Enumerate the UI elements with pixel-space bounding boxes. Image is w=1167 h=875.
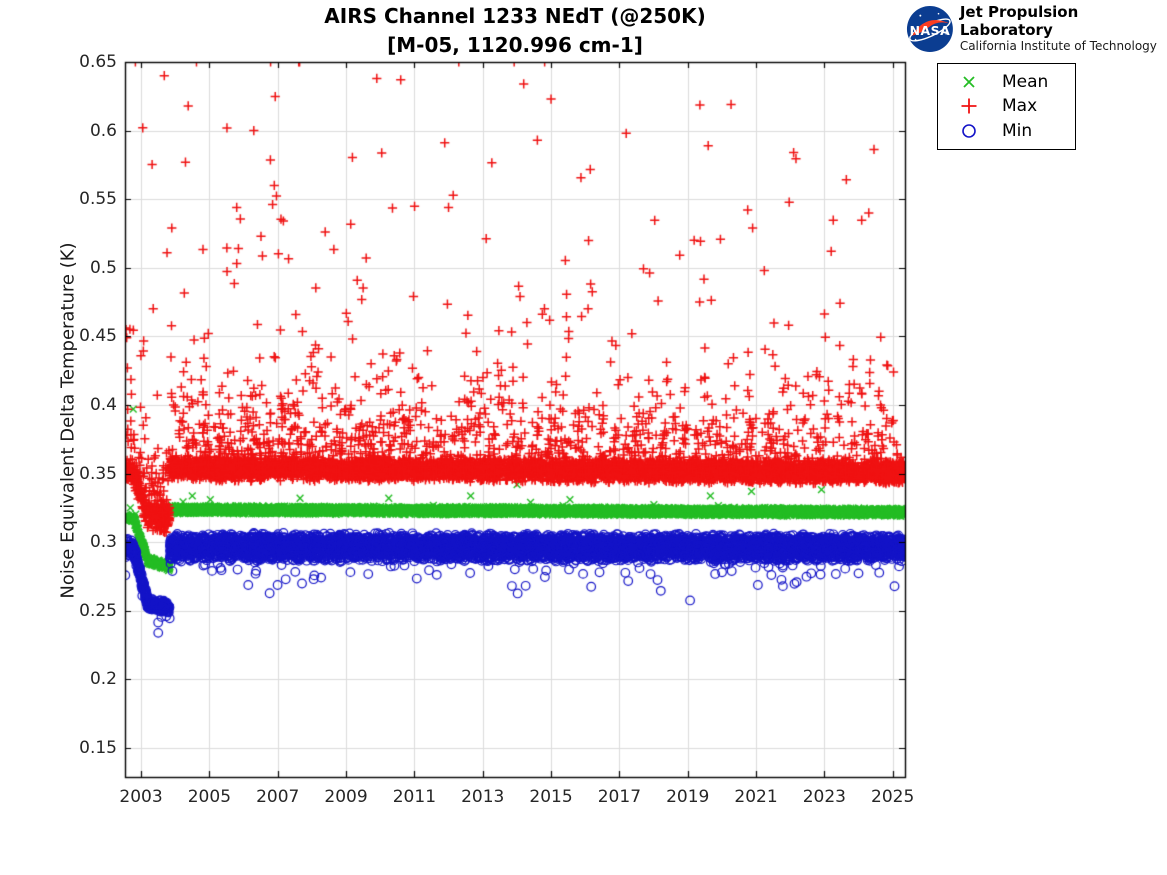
- y-tick-label: 0.55: [79, 189, 117, 210]
- jpl-logo-text: Jet Propulsion Laboratory California Ins…: [960, 3, 1167, 55]
- svg-text:NASA: NASA: [910, 23, 950, 38]
- chart-title-block: AIRS Channel 1233 NEdT (@250K) [M-05, 11…: [125, 2, 905, 60]
- x-tick-label: 2021: [734, 787, 778, 807]
- x-tick-label: 2023: [802, 787, 846, 807]
- x-tick-label: 2009: [324, 787, 368, 807]
- x-tick-label: 2019: [666, 787, 710, 807]
- legend-row-max: Max: [938, 94, 1075, 118]
- legend-row-mean: Mean: [938, 70, 1075, 94]
- y-tick-label: 0.2: [89, 669, 117, 690]
- x-tick-label: 2017: [597, 787, 642, 807]
- legend-row-min: Min: [938, 119, 1075, 143]
- x-tick-label: 2007: [256, 787, 300, 807]
- chart-title: AIRS Channel 1233 NEdT (@250K): [324, 4, 706, 28]
- y-tick-label: 0.4: [89, 394, 117, 415]
- legend-label-max: Max: [1002, 96, 1038, 117]
- x-tick-label: 2013: [461, 787, 505, 807]
- max-plus-marker-icon: [961, 98, 977, 114]
- y-axis-label: Noise Equivalent Delta Temperature (K): [57, 242, 79, 599]
- jpl-subtitle: California Institute of Technology: [959, 39, 1157, 53]
- x-tick-label: 2025: [871, 787, 915, 807]
- y-tick-label: 0.25: [79, 600, 117, 621]
- y-tick-label: 0.65: [79, 52, 117, 72]
- y-tick-label: 0.45: [79, 326, 117, 347]
- x-tick-label: 2015: [529, 787, 573, 807]
- mean-x-marker-icon: [963, 76, 975, 88]
- x-tick-label: 2005: [187, 787, 232, 807]
- jpl-logo-block: NASA Jet Propulsion Laboratory Californi…: [906, 3, 1167, 55]
- y-tick-label: 0.15: [79, 737, 117, 758]
- x-tick-label: 2011: [392, 787, 437, 807]
- legend-label-mean: Mean: [1002, 72, 1049, 93]
- chart-subtitle: [M-05, 1120.996 cm-1]: [387, 33, 643, 57]
- legend-label-min: Min: [1002, 120, 1033, 141]
- y-tick-label: 0.6: [89, 120, 117, 141]
- y-tick-label: 0.35: [79, 463, 117, 484]
- y-tick-label: 0.5: [89, 257, 117, 278]
- y-tick-label: 0.3: [89, 532, 117, 553]
- min-circle-marker-icon: [962, 124, 976, 138]
- nasa-meatball-icon: NASA: [906, 5, 953, 52]
- legend: Mean Max Min: [937, 63, 1076, 150]
- jpl-name: Jet Propulsion Laboratory: [959, 3, 1079, 39]
- x-tick-label: 2003: [119, 787, 163, 807]
